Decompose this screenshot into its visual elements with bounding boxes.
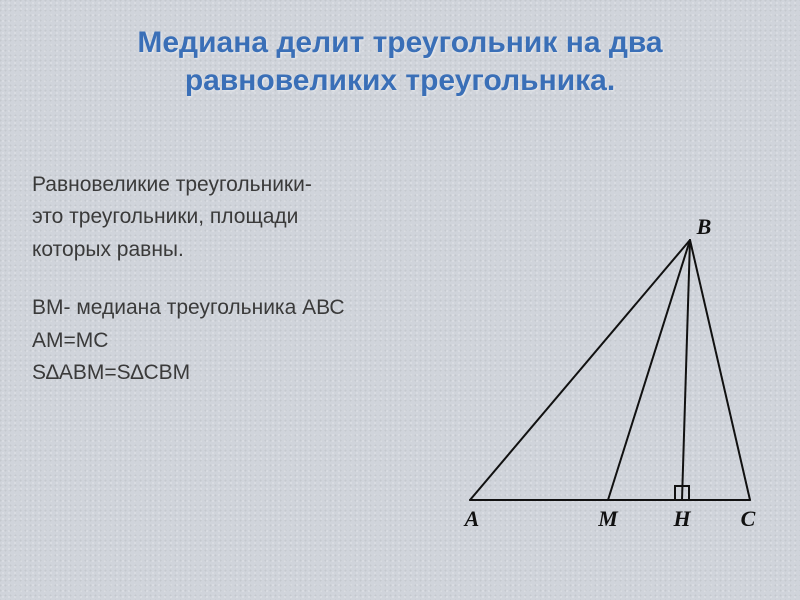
body-line: которых равны.: [32, 235, 345, 265]
body-line: АМ=МС: [32, 326, 345, 356]
title-line-2: равновеликих треугольника.: [0, 62, 800, 100]
svg-text:A: A: [463, 506, 480, 531]
triangle-svg: BAMHC: [460, 220, 760, 540]
svg-text:M: M: [597, 506, 619, 531]
slide-title: Медиана делит треугольник на два равнове…: [0, 24, 800, 99]
body-line: это треугольники, площади: [32, 202, 345, 232]
body-line: Равновеликие треугольники-: [32, 170, 345, 200]
body-line: ВМ- медиана треугольника АВС: [32, 293, 345, 323]
slide-body: Равновеликие треугольники- это треугольн…: [32, 170, 345, 391]
title-line-1: Медиана делит треугольник на два: [0, 24, 800, 62]
svg-text:B: B: [696, 214, 712, 239]
svg-text:H: H: [672, 506, 691, 531]
body-line: S∆АВМ=S∆СВМ: [32, 358, 345, 388]
triangle-diagram: BAMHC: [460, 220, 760, 540]
svg-text:C: C: [741, 506, 756, 531]
